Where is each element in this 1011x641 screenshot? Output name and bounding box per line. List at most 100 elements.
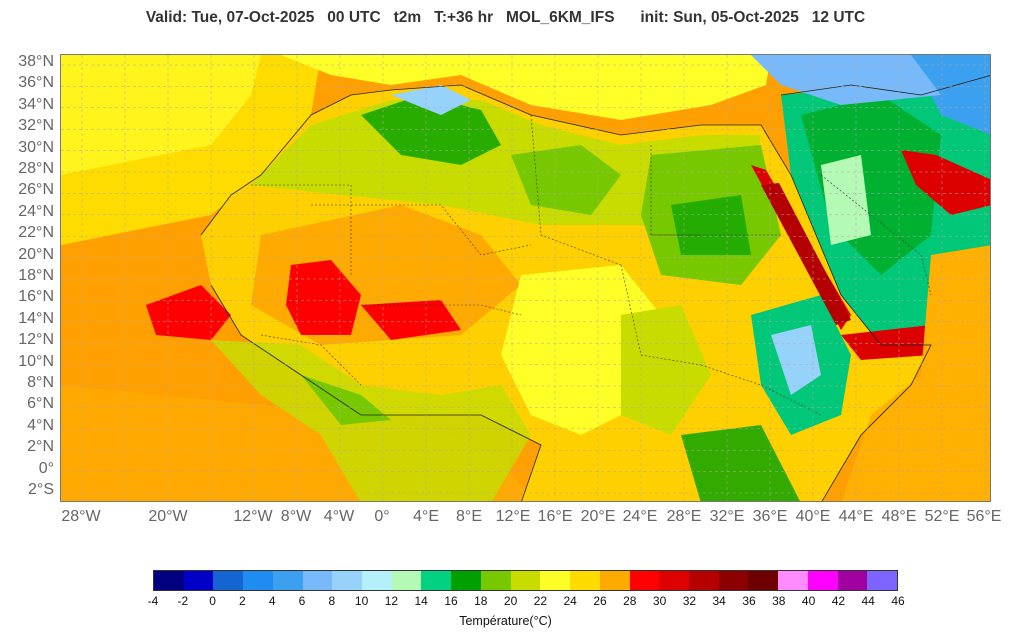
legend-tick-label: 38 [772, 594, 786, 608]
legend-swatch [540, 571, 571, 590]
latitude-label: 16°N [18, 288, 54, 306]
legend-swatch [867, 571, 897, 590]
latitude-label: 0° [38, 459, 54, 477]
legend-tick-label: 40 [801, 594, 816, 608]
longitude-label: 8°E [456, 508, 482, 525]
legend-tick-label: 20 [503, 594, 518, 608]
latitude-label: 4°N [27, 416, 54, 434]
graticule [61, 55, 990, 501]
longitude-label: 4°E [413, 508, 439, 525]
legend-swatch [807, 571, 838, 590]
longitude-label: 12°E [495, 508, 531, 525]
legend-swatch [837, 571, 868, 590]
latitude-label: 34°N [18, 95, 54, 113]
legend-swatch [362, 571, 392, 590]
legend-swatch [748, 571, 779, 590]
legend-tick-label: 12 [384, 594, 399, 608]
iran-cold [911, 55, 990, 135]
longitude-label: 56°E [966, 508, 1002, 525]
legend-swatch [421, 571, 452, 590]
legend-swatch [451, 571, 481, 590]
longitude-label: 20°W [148, 508, 188, 525]
longitude-label: 28°E [666, 508, 702, 525]
latitude-label: 12°N [18, 331, 54, 349]
legend-tick-label: 2 [239, 594, 246, 608]
atlas-green [361, 95, 501, 165]
longitude-label: 8°W [280, 508, 312, 525]
ethiopia-cool [771, 325, 821, 395]
arabia-north-coast [780, 75, 990, 96]
legend-tick-label: 26 [593, 594, 607, 608]
latitude-label: 20°N [18, 245, 54, 263]
gulf-of-aden [841, 325, 931, 360]
longitude-label: 40°E [795, 508, 831, 525]
legend-tick-label: 28 [623, 594, 637, 608]
west-africa-coast [301, 375, 391, 425]
legend-tick-label: 34 [712, 594, 726, 608]
latitude-label: 30°N [18, 138, 54, 156]
legend-tick-label: 8 [328, 594, 336, 608]
hot-zone-senegal [146, 285, 231, 340]
legend-swatch [510, 571, 541, 590]
latitude-label: 6°N [27, 395, 54, 413]
longitude-label: 32°E [709, 508, 745, 525]
legend-swatch [183, 571, 214, 590]
central-africa-green [621, 305, 711, 435]
mediterranean-sea [281, 55, 771, 120]
longitude-label: 48°E [881, 508, 917, 525]
legend-swatch [302, 571, 333, 590]
longitude-label: 52°E [924, 508, 960, 525]
legend-tick-label: 16 [444, 594, 458, 608]
hot-zone-niger [361, 300, 461, 340]
legend-swatch [599, 571, 630, 590]
longitude-label: 24°E [622, 508, 658, 525]
egypt-darkgreen [671, 195, 751, 255]
longitude-label: 44°E [838, 508, 874, 525]
longitude-label: 28°W [61, 508, 101, 525]
latitude-label: 38°N [18, 53, 54, 70]
legend-tick-label: 0 [209, 594, 216, 608]
latitude-label: 18°N [18, 267, 54, 284]
legend-tick-label: 46 [891, 594, 905, 608]
legend-label: Température(°C) [459, 614, 552, 628]
map-title: Valid: Tue, 07-Oct-2025 00 UTC t2m T:+36… [145, 9, 866, 26]
legend-tick-label: 14 [414, 594, 428, 608]
latitude-label: 8°N [27, 374, 54, 391]
latitude-label: 36°N [18, 74, 54, 92]
arabian-sea [841, 245, 990, 501]
legend-tick-label: -2 [177, 594, 189, 608]
latitude-label: 22°N [18, 224, 54, 242]
latitude-label: 32°N [18, 117, 54, 135]
legend-swatch [154, 571, 184, 590]
latitude-label: 10°N [18, 352, 54, 370]
latitude-label: 28°N [18, 160, 54, 177]
legend-tick-label: 44 [861, 594, 875, 608]
legend-tick-label: 4 [268, 594, 276, 608]
latitude-label: 26°N [18, 181, 54, 199]
legend-swatch [688, 571, 719, 590]
longitude-label: 36°E [752, 508, 788, 525]
arabia-cool [821, 155, 871, 245]
latitude-label: 24°N [18, 202, 54, 220]
longitude-label: 0° [374, 508, 390, 525]
legend-swatch [272, 571, 303, 590]
legend-swatch [213, 571, 244, 590]
legend-tick-label: 18 [474, 594, 488, 608]
temperature-map[interactable] [60, 54, 991, 502]
legend-tick-label: 22 [533, 594, 548, 608]
latitude-label: 14°N [18, 309, 54, 327]
legend-swatch [629, 571, 660, 590]
map-canvas [61, 55, 990, 501]
latitude-label: 2°N [27, 438, 54, 456]
legend-tick-label: 32 [682, 594, 697, 608]
legend-swatch [332, 571, 363, 590]
legend-tick-label: 24 [563, 594, 577, 608]
africa-coastline [200, 84, 932, 501]
longitude-label: 16°E [537, 508, 573, 525]
legend-swatch [659, 571, 689, 590]
legend-tick-label: 30 [652, 594, 667, 608]
legend-tick-label: 6 [298, 594, 306, 608]
red-sea-core [761, 183, 851, 325]
longitude-label: 4°W [323, 508, 355, 525]
persian-gulf [901, 150, 990, 215]
